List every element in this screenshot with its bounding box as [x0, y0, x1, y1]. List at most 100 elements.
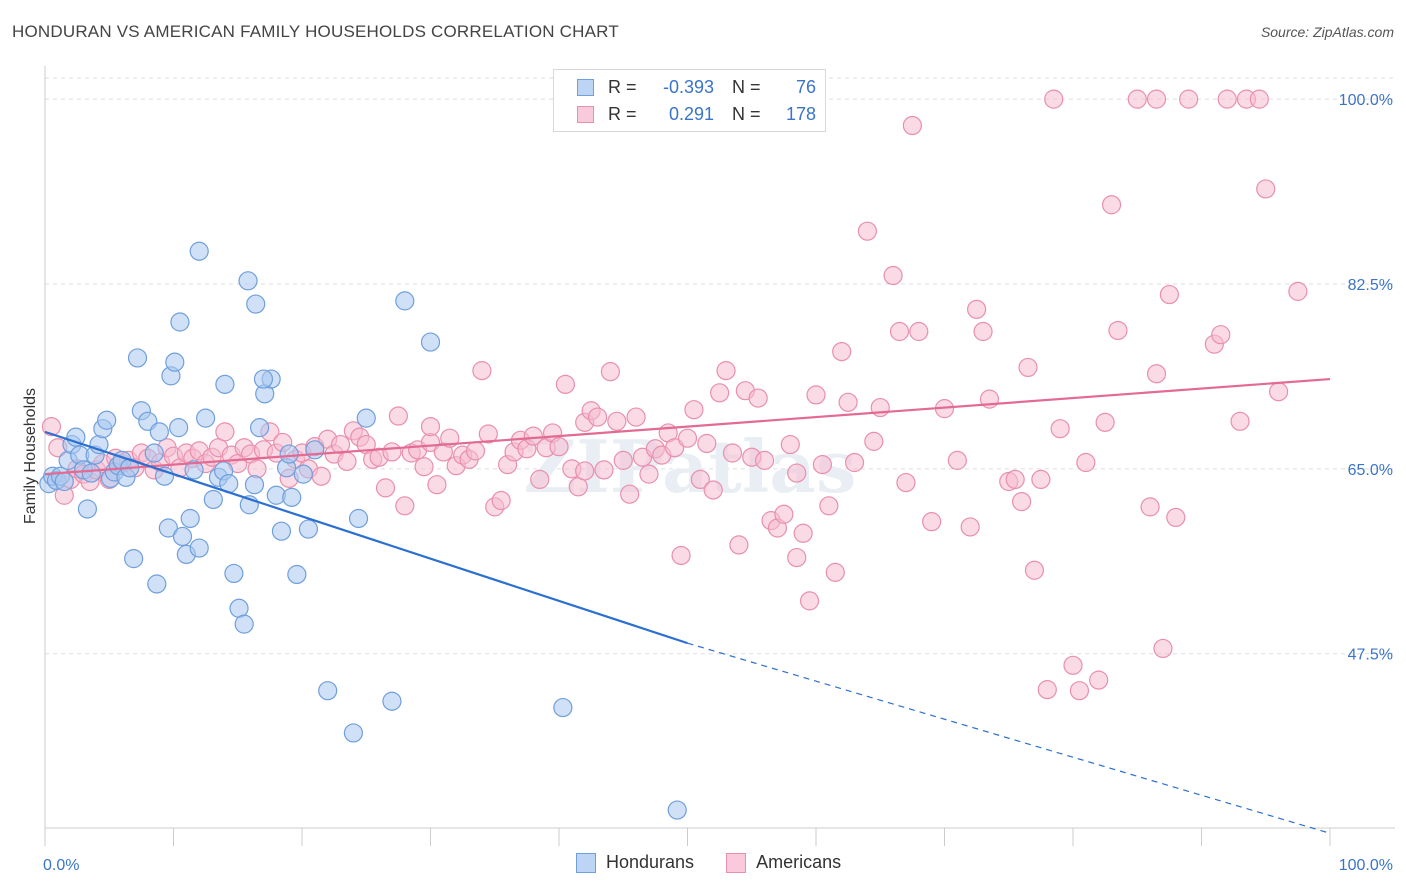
americans-point [825, 562, 845, 582]
hondurans-point [81, 463, 101, 483]
americans-point [420, 416, 441, 437]
americans-point [1256, 179, 1276, 199]
americans-point [555, 374, 576, 394]
hondurans-point [246, 294, 266, 314]
stats-legend: R = -0.393 N = 76 R = 0.291 N = 178 [553, 69, 826, 132]
hondurans-point [279, 444, 299, 464]
americans-point [1050, 419, 1070, 439]
hondurans-point [305, 440, 325, 460]
hondurans-point [172, 526, 193, 547]
americans-point [787, 547, 807, 568]
legend-row-americans: R = 0.291 N = 178 [554, 101, 816, 127]
y-tick-label: 100.0% [1339, 92, 1393, 109]
americans-point [1230, 411, 1250, 431]
americans-point [1069, 681, 1090, 701]
hondurans-trend-extension [687, 642, 1331, 834]
americans-point [337, 451, 357, 472]
americans-point [1146, 89, 1167, 109]
americans-point [41, 416, 62, 437]
americans-point [1268, 382, 1289, 402]
americans-point [896, 472, 916, 493]
hondurans-point [395, 291, 415, 311]
americans-point [754, 450, 775, 470]
americans-point [1288, 281, 1308, 301]
hondurans-point [127, 348, 148, 368]
americans-point [716, 361, 736, 381]
legend-label-hondurans: Hondurans [606, 852, 695, 872]
americans-point [311, 466, 331, 486]
americans-point [549, 437, 569, 457]
hondurans-point [189, 241, 209, 261]
hondurans-point [97, 410, 117, 430]
hondurans-point [215, 374, 235, 394]
americans-point [607, 411, 627, 431]
americans-trend-line [44, 377, 1331, 476]
hondurans-point [203, 489, 223, 510]
hondurans-point [158, 518, 178, 538]
hondurans-point [244, 475, 265, 495]
axes [44, 66, 1395, 846]
americans-point [1024, 560, 1045, 580]
hondurans-point [271, 521, 292, 541]
americans-point [1101, 195, 1122, 215]
hondurans-point [54, 471, 74, 492]
hondurans-point [196, 408, 216, 428]
legend-label-americans: Americans [756, 852, 842, 872]
americans-point [382, 442, 402, 462]
americans-point [883, 265, 903, 286]
americans-point [1140, 497, 1160, 517]
hondurans-trend-line [44, 430, 688, 645]
hondurans-point [420, 332, 441, 352]
americans-point [671, 545, 691, 566]
series-legend: Hondurans Americans [576, 852, 873, 873]
americans-point [864, 431, 884, 451]
hondurans-point [356, 408, 376, 428]
americans-point [491, 490, 511, 511]
americans-point [967, 299, 987, 319]
americans-point [973, 321, 993, 342]
americans-point [960, 517, 980, 537]
y-tick-label: 65.0% [1348, 462, 1393, 479]
americans-point [1127, 89, 1147, 109]
americans-point [478, 424, 498, 444]
hondurans-point [553, 697, 573, 718]
americans-point [587, 407, 608, 427]
americans-point [1166, 507, 1186, 528]
americans-point [665, 438, 685, 458]
americans-point [1217, 89, 1237, 109]
americans-point [703, 480, 723, 500]
hondurans-point [124, 549, 144, 569]
americans-point [902, 115, 922, 136]
americans-point [1153, 638, 1173, 659]
hondurans-point [249, 418, 270, 438]
americans-point [1076, 452, 1096, 473]
hondurans-point [318, 681, 338, 701]
hondurans-point [149, 422, 169, 442]
americans-point [793, 523, 813, 543]
x-tick-label: 100.0% [1339, 857, 1393, 874]
americans-point [375, 478, 396, 498]
americans-point [889, 321, 910, 342]
legend-item-hondurans: Hondurans [576, 852, 694, 873]
tick-labels: 47.5% 65.0% 82.5% 100.0% 0.0% 100.0% [43, 92, 1393, 874]
hondurans-point [667, 800, 687, 820]
americans-point [909, 321, 929, 342]
americans-point [247, 459, 267, 479]
americans-point [1249, 89, 1269, 109]
americans-point [1037, 680, 1057, 700]
hondurans-point [165, 352, 185, 372]
americans-point [530, 469, 550, 490]
americans-point [440, 428, 460, 448]
hondurans-point [189, 538, 209, 558]
americans-point [613, 450, 633, 470]
americans-point [1211, 325, 1231, 345]
series-hondurans [39, 241, 687, 820]
hondurans-point [184, 460, 204, 480]
americans-point [414, 457, 434, 477]
hondurans-point [293, 464, 313, 484]
americans-point [780, 434, 800, 455]
hondurans-point [180, 508, 200, 529]
hondurans-point [238, 271, 258, 291]
legend-n-value: 178 [785, 103, 816, 124]
